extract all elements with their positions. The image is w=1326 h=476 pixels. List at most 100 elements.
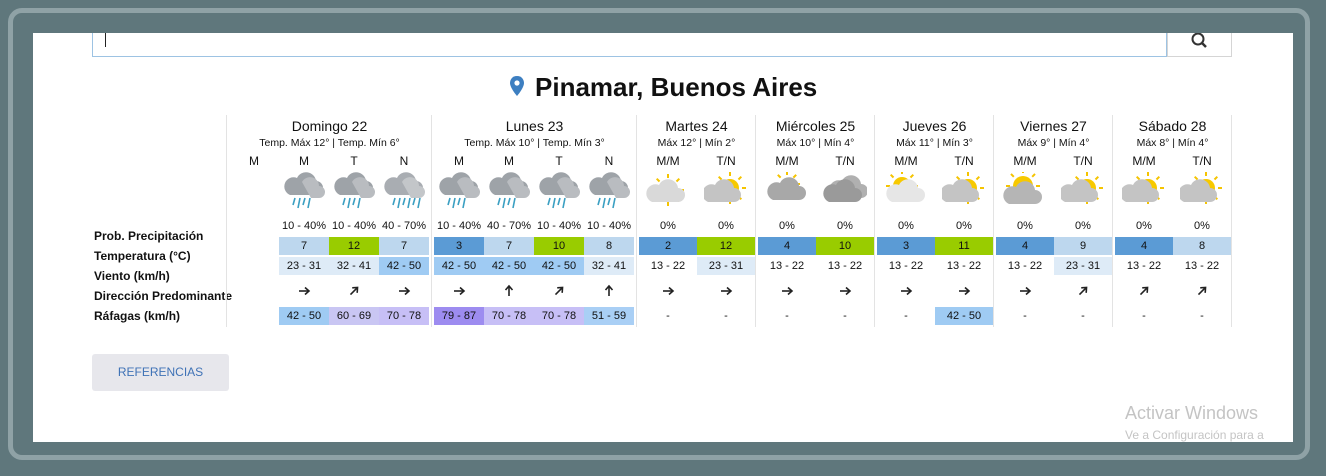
weather-icon <box>702 172 748 212</box>
period-label: T <box>350 154 358 168</box>
weather-icon-graphic <box>489 172 530 209</box>
wind-arrow <box>1076 284 1090 298</box>
row-label: Viento (km/h) <box>94 269 170 283</box>
temp-cell: 9 <box>1054 237 1112 255</box>
temp-cell: 3 <box>434 237 484 255</box>
wind-arrow-graphic <box>901 286 913 296</box>
weather-icon-graphic <box>940 172 984 204</box>
precip-value: 0% <box>779 220 795 232</box>
gust-cell: - <box>1142 310 1146 322</box>
wind-arrow-graphic <box>1020 286 1032 296</box>
column-divider <box>993 115 994 327</box>
wind-arrow <box>899 284 913 298</box>
weather-icon <box>940 172 986 212</box>
temp-cell: 8 <box>1173 237 1231 255</box>
wind-arrow <box>719 284 733 298</box>
precip-value: 40 - 70% <box>486 220 532 232</box>
wind-arrow <box>780 284 794 298</box>
wind-arrow-graphic <box>840 286 852 296</box>
wind-cell: 13 - 22 <box>1126 260 1162 272</box>
wind-cell: 23 - 31 <box>1054 257 1112 275</box>
wind-cell: 23 - 31 <box>279 257 329 275</box>
wind-cell: 42 - 50 <box>434 257 484 275</box>
wind-cell: 42 - 50 <box>534 257 584 275</box>
gust-cell: 70 - 78 <box>534 307 584 325</box>
day-name: Martes 24 <box>665 118 728 134</box>
wind-arrow-graphic <box>399 286 411 296</box>
wind-arrow-graphic <box>349 286 359 296</box>
watermark-subtitle: Ve a Configuración para a <box>1125 428 1264 442</box>
weather-icon-graphic <box>702 172 746 204</box>
precip-value: 10 - 40% <box>436 220 482 232</box>
weather-icon-graphic <box>646 174 685 206</box>
period-label: M <box>504 154 514 168</box>
column-divider <box>431 115 432 327</box>
wind-arrow-graphic <box>454 286 466 296</box>
wind-arrow-graphic <box>721 286 733 296</box>
wind-arrow-graphic <box>959 286 971 296</box>
wind-cell: 23 - 31 <box>697 257 755 275</box>
temp-cell: 7 <box>379 237 429 255</box>
gust-cell: - <box>904 310 908 322</box>
weather-icon <box>587 172 631 212</box>
wind-arrow <box>502 284 516 298</box>
day-summary: Máx 12° | Mín 2° <box>657 137 736 149</box>
period-label: N <box>399 154 409 168</box>
wind-arrow-graphic <box>1197 286 1207 296</box>
weather-icon-graphic <box>886 170 925 202</box>
day-name: Domingo 22 <box>291 118 368 134</box>
location-title: Pinamar, Buenos Aires <box>535 72 818 102</box>
wind-arrow <box>347 284 361 298</box>
weather-icon <box>537 172 581 212</box>
wind-arrow <box>397 284 411 298</box>
precip-value: 0% <box>660 220 676 232</box>
weather-icon-graphic <box>1178 172 1222 204</box>
wind-cell: 13 - 22 <box>769 260 805 272</box>
wind-arrow <box>297 284 311 298</box>
period-label: M <box>299 154 309 168</box>
temp-cell: 12 <box>329 237 379 255</box>
search-button[interactable] <box>1167 33 1232 57</box>
wind-cell: 32 - 41 <box>329 257 379 275</box>
precip-value: 0% <box>1136 220 1152 232</box>
temp-cell: 4 <box>758 237 816 255</box>
precip-value: 10 - 40% <box>536 220 582 232</box>
wind-arrow <box>452 284 466 298</box>
wind-arrow-graphic <box>299 286 311 296</box>
row-label: Temperatura (°C) <box>94 249 191 263</box>
gust-cell: 70 - 78 <box>379 307 429 325</box>
gust-cell: - <box>1200 310 1204 322</box>
period-label: T <box>555 154 563 168</box>
column-divider <box>1112 115 1113 327</box>
weather-icon <box>282 172 326 212</box>
wind-arrow <box>1018 284 1032 298</box>
wind-cell: 13 - 22 <box>1007 260 1043 272</box>
weather-icon <box>332 172 376 212</box>
gust-cell: 51 - 59 <box>584 307 634 325</box>
references-button[interactable]: REFERENCIAS <box>92 354 229 391</box>
period-label: M/M <box>656 154 680 168</box>
weather-icon-graphic <box>823 175 868 202</box>
precip-value: 0% <box>1194 220 1210 232</box>
day-summary: Máx 8° | Mín 4° <box>1136 137 1209 149</box>
precip-value: 0% <box>956 220 972 232</box>
period-label: N <box>604 154 614 168</box>
day-name: Jueves 26 <box>902 118 967 134</box>
temp-cell: 4 <box>1115 237 1173 255</box>
wind-cell: 13 - 22 <box>888 260 924 272</box>
day-name: Lunes 23 <box>505 118 564 134</box>
column-divider <box>874 115 875 327</box>
watermark-title: Activar Windows <box>1125 403 1259 423</box>
weather-icon-graphic <box>439 172 480 209</box>
search-input[interactable] <box>92 33 1167 57</box>
weather-icon-graphic <box>384 172 425 209</box>
weather-icon <box>884 170 928 212</box>
precip-value: 0% <box>1075 220 1091 232</box>
period-label: T/N <box>716 154 736 168</box>
wind-arrow <box>838 284 852 298</box>
period-label: M/M <box>894 154 918 168</box>
gust-cell: - <box>724 310 728 322</box>
wind-arrow-graphic <box>554 286 564 296</box>
